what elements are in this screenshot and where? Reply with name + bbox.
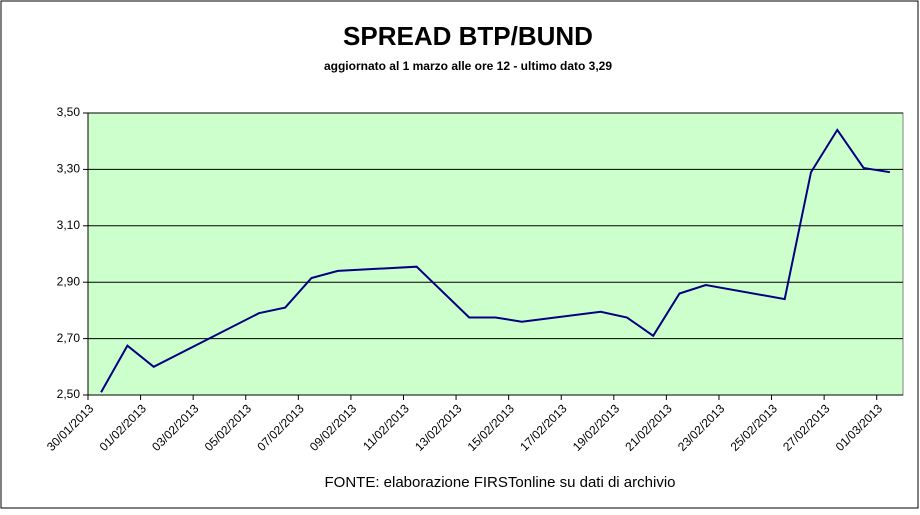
- chart-subtitle: aggiornato al 1 marzo alle ore 12 - ulti…: [324, 59, 612, 73]
- y-tick-label: 2,70: [57, 331, 81, 345]
- y-tick-label: 3,30: [57, 162, 81, 176]
- source-note: FONTE: elaborazione FIRSTonline su dati …: [325, 474, 676, 491]
- y-tick-label: 3,10: [57, 218, 81, 232]
- data-line: [100, 128, 891, 393]
- y-tick-label: 3,50: [57, 105, 81, 119]
- y-tick-label: 2,90: [57, 274, 81, 288]
- chart-title: SPREAD BTP/BUND: [343, 21, 593, 51]
- y-tick-label: 2,50: [57, 387, 81, 401]
- plot-area: [87, 112, 904, 396]
